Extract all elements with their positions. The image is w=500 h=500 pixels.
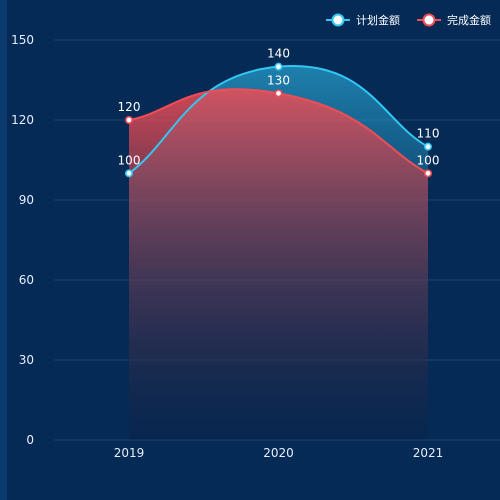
legend-marker [422,13,436,27]
y-tick-label: 30 [19,353,34,367]
data-label: 100 [417,153,440,167]
data-point[interactable] [423,169,432,178]
legend: 计划金额 完成金额 [326,13,491,27]
data-label: 140 [267,47,290,61]
x-axis: 2019 2020 2021 [114,446,444,460]
series-points [125,62,432,178]
y-axis: 0 30 60 90 120 150 [11,33,34,447]
y-tick-label: 150 [11,33,34,47]
legend-label: 计划金额 [356,13,400,27]
data-point[interactable] [423,142,432,151]
y-tick-label: 60 [19,273,34,287]
y-tick-label: 0 [26,433,34,447]
y-tick-label: 90 [19,193,34,207]
data-point[interactable] [274,62,283,71]
x-tick-label: 2021 [413,446,444,460]
x-tick-label: 2019 [114,446,145,460]
data-labels: 100 140 110 120 130 100 [118,47,440,168]
left-edge-strip [0,0,7,500]
data-label: 130 [267,73,290,87]
legend-item[interactable]: 完成金额 [417,13,491,27]
y-tick-label: 120 [11,113,34,127]
data-label: 100 [118,153,141,167]
data-point[interactable] [125,116,134,125]
data-point[interactable] [125,169,134,178]
series-areas [129,65,428,440]
data-label: 120 [118,100,141,114]
x-tick-label: 2020 [263,446,294,460]
legend-marker [331,13,345,27]
data-label: 110 [417,127,440,141]
data-point[interactable] [274,89,283,98]
legend-item[interactable]: 计划金额 [326,13,400,27]
legend-label: 完成金额 [447,13,491,27]
series-area [129,89,428,440]
